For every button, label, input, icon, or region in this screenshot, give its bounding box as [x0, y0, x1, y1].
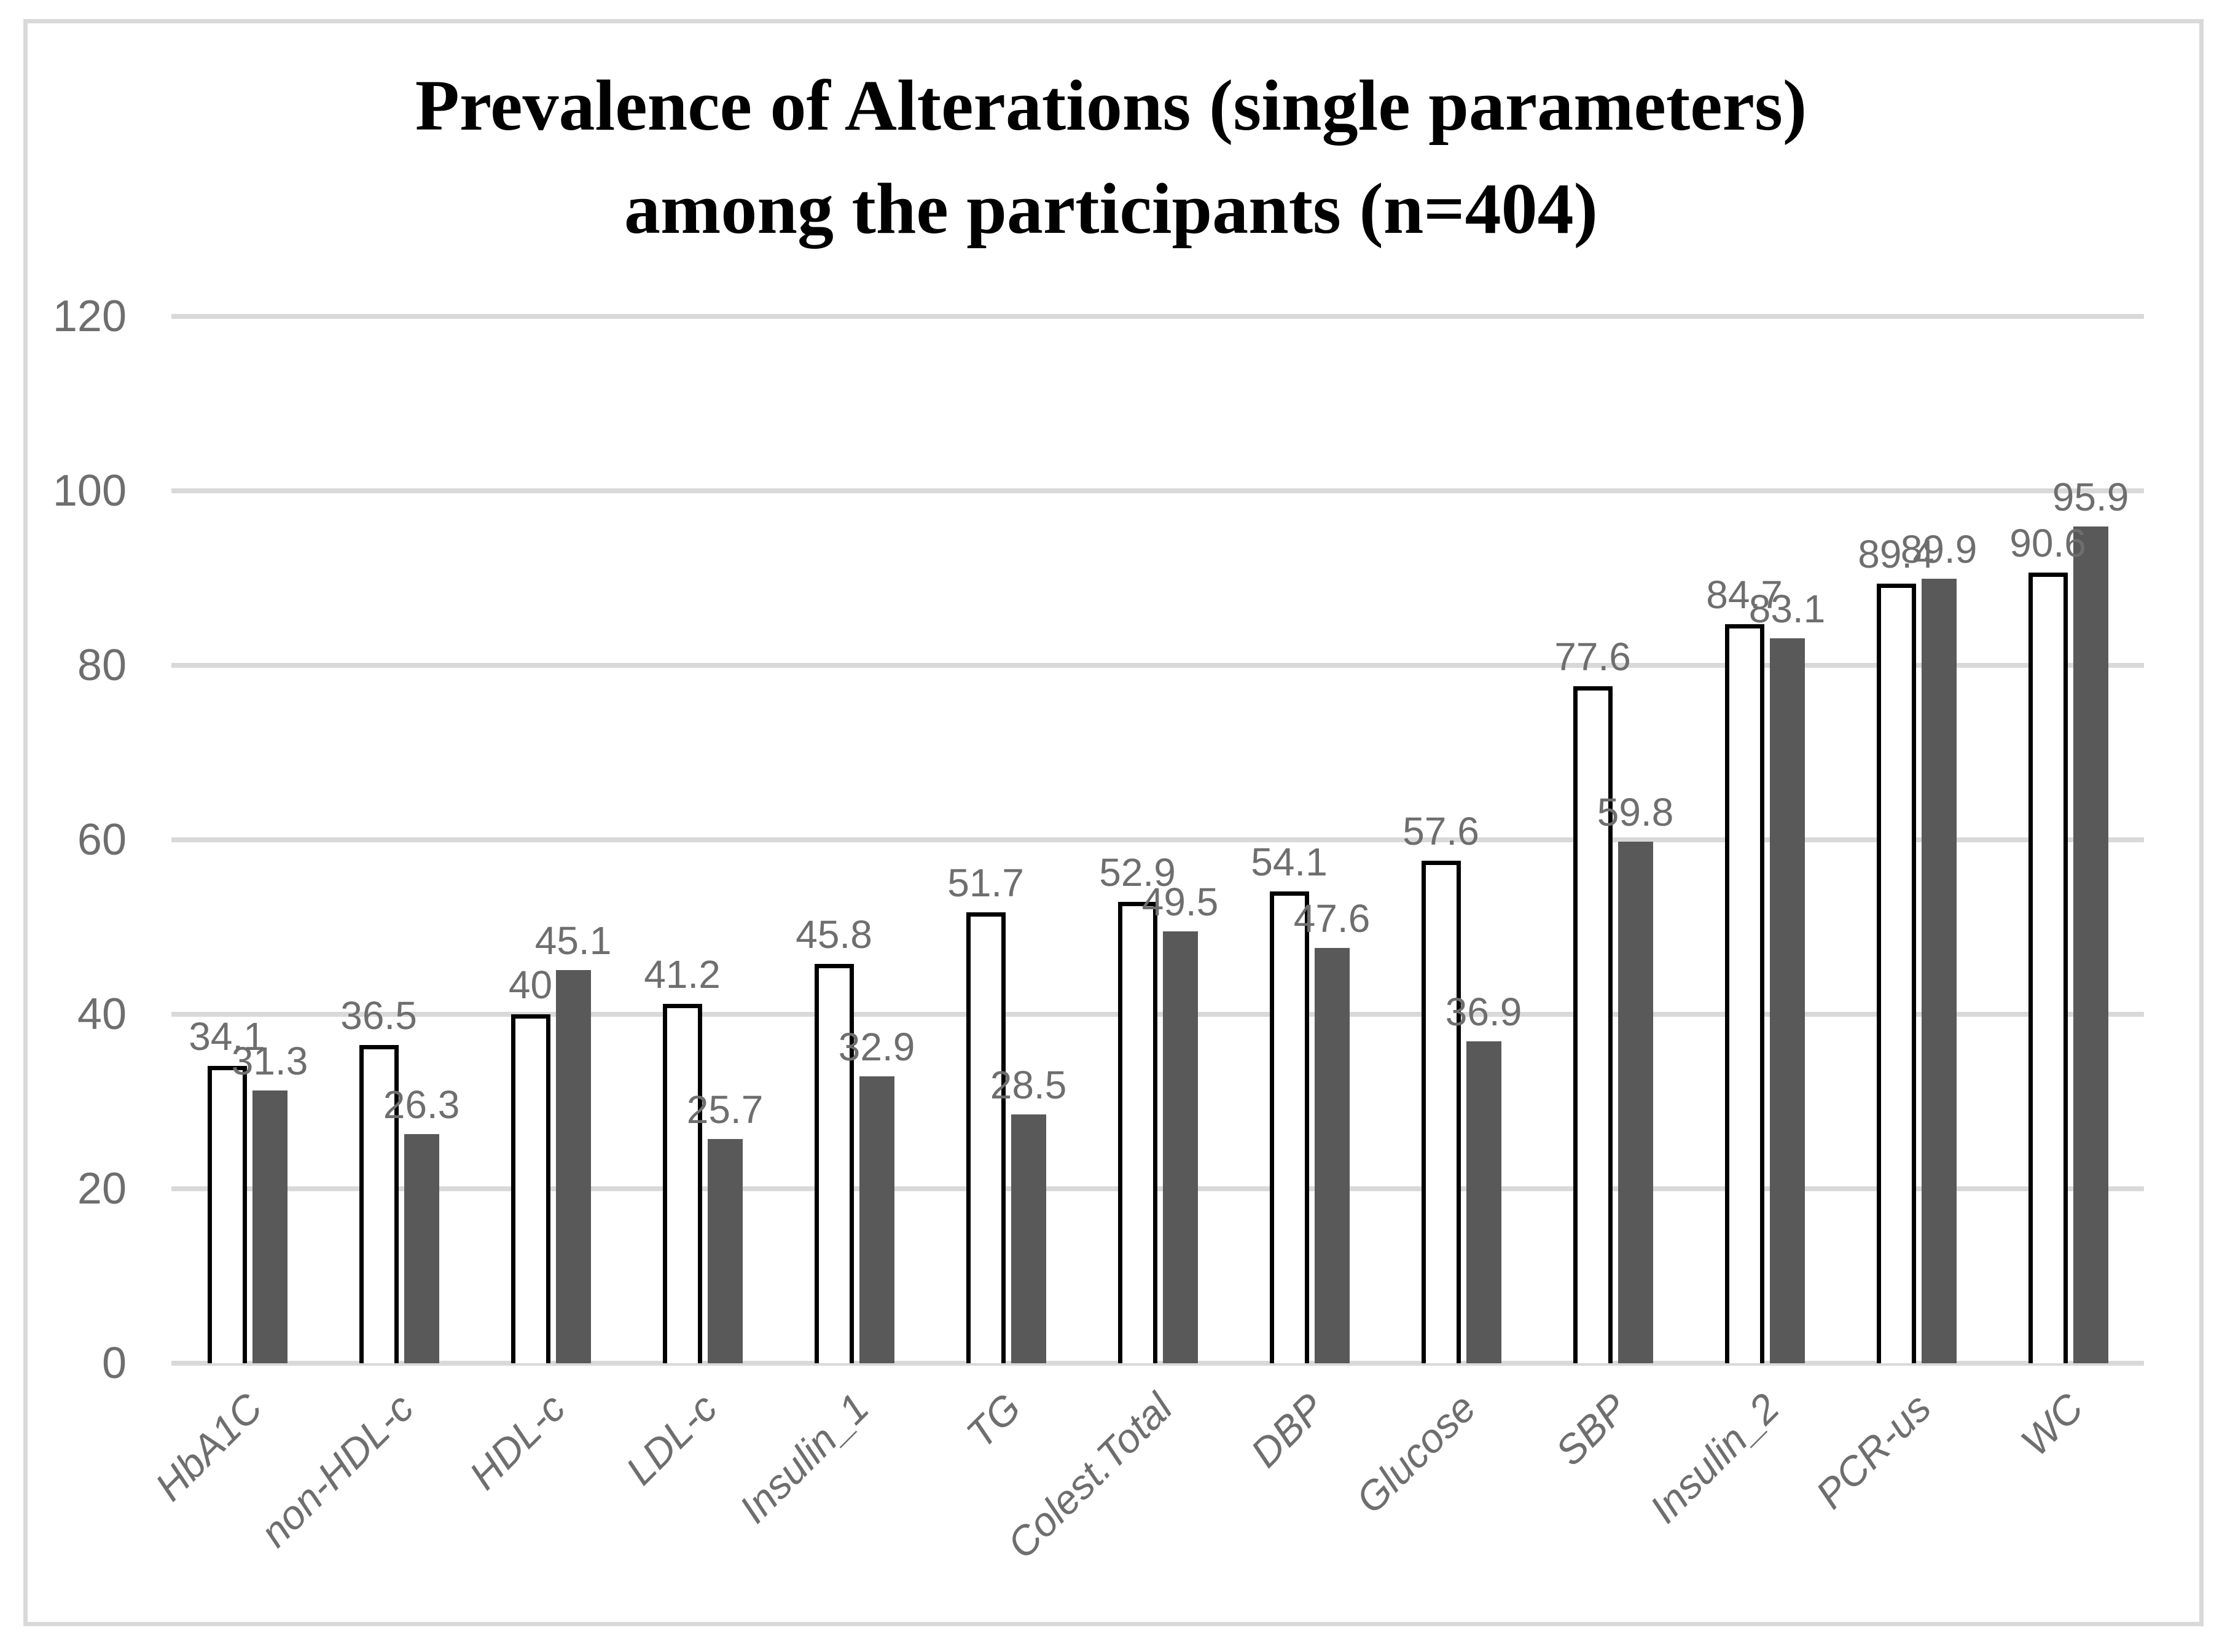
bar-gray-Insulin_1 [859, 1076, 894, 1363]
gridline-y-100 [171, 488, 2144, 493]
bar-outlined-TG [966, 912, 1006, 1363]
data-label-series2-TG: 28.5 [990, 1063, 1067, 1108]
y-tick-label-60: 60 [77, 815, 127, 864]
bar-outlined-Glucose [1421, 861, 1461, 1363]
data-label-series2-LDL-c: 25.7 [686, 1087, 764, 1132]
data-label-series1-Insulin_2: 84.7 [1706, 573, 1783, 617]
data-label-series1-Glucose: 57.6 [1402, 809, 1479, 854]
data-label-series2-Glucose: 36.9 [1445, 990, 1522, 1035]
bar-outlined-DBP [1269, 891, 1309, 1363]
data-label-series1-DBP: 54.1 [1251, 839, 1328, 884]
bar-outlined-Colest.Total [1117, 901, 1157, 1363]
data-label-series2-Colest.Total: 49.5 [1141, 880, 1219, 925]
data-label-series2-non-HDL-c: 26.3 [383, 1082, 460, 1127]
bar-gray-DBP [1314, 948, 1350, 1363]
data-label-series2-Insulin_1: 32.9 [838, 1024, 915, 1069]
gridline-y-60 [171, 837, 2144, 842]
bar-gray-TG [1011, 1114, 1046, 1363]
data-label-series2-HbA1C: 31.3 [231, 1038, 308, 1083]
data-label-series2-Insulin_2: 83.1 [1748, 586, 1826, 631]
gridline-y-120 [171, 314, 2144, 319]
bar-gray-HbA1C [252, 1090, 288, 1363]
bar-gray-HDL-c [555, 969, 591, 1363]
y-tick-label-100: 100 [52, 466, 127, 515]
bar-outlined-WC [2028, 573, 2068, 1363]
bar-gray-WC [2073, 527, 2108, 1363]
data-label-series1-LDL-c: 41.2 [644, 952, 721, 996]
bar-gray-Colest.Total [1162, 931, 1198, 1363]
bar-outlined-Insulin_2 [1724, 624, 1764, 1363]
data-label-series2-HDL-c: 45.1 [534, 918, 612, 963]
bar-outlined-HDL-c [511, 1014, 550, 1363]
data-label-series1-Insulin_1: 45.8 [796, 912, 872, 957]
y-tick-label-40: 40 [77, 990, 127, 1039]
chart-title-line1: Prevalence of Alterations (single parame… [415, 65, 1807, 146]
bar-outlined-Insulin_1 [814, 963, 854, 1363]
bar-gray-Glucose [1466, 1041, 1501, 1363]
bar-outlined-non-HDL-c [359, 1044, 399, 1363]
bar-gray-LDL-c [707, 1139, 743, 1363]
chart-title: Prevalence of Alterations (single parame… [0, 54, 2222, 260]
data-label-series1-WC: 90.6 [2009, 521, 2086, 566]
data-label-series1-SBP: 77.6 [1554, 635, 1631, 679]
data-label-series2-WC: 95.9 [2052, 475, 2129, 520]
bar-gray-PCR-us [1921, 579, 1957, 1363]
data-label-series2-SBP: 59.8 [1597, 789, 1674, 834]
gridline-y-20 [171, 1186, 2144, 1191]
bar-gray-Insulin_2 [1769, 638, 1805, 1363]
data-label-series2-DBP: 47.6 [1293, 896, 1371, 941]
data-label-series1-HbA1C: 34.1 [189, 1014, 265, 1059]
gridline-y-80 [171, 663, 2144, 668]
plot-area: 34.1 31.3 36.5 26.3 40 45.1 41.2 25.7 45.8 32.9 51… [171, 314, 2144, 1366]
bar-outlined-HbA1C [207, 1065, 247, 1363]
y-tick-label-20: 20 [77, 1164, 127, 1213]
bar-outlined-PCR-us [1876, 583, 1916, 1363]
gridline-y-40 [171, 1012, 2144, 1017]
bar-outlined-SBP [1573, 686, 1613, 1363]
y-tick-label-80: 80 [77, 641, 127, 690]
data-label-series1-TG: 51.7 [947, 860, 1024, 905]
bar-gray-non-HDL-c [404, 1133, 439, 1363]
data-label-series1-HDL-c: 40 [508, 963, 553, 1007]
data-label-series1-non-HDL-c: 36.5 [340, 993, 417, 1038]
y-tick-label-120: 120 [52, 292, 127, 341]
data-label-series2-PCR-us: 89.9 [1900, 527, 1978, 572]
data-label-series1-PCR-us: 89.4 [1858, 531, 1934, 576]
bar-gray-SBP [1618, 841, 1653, 1363]
data-label-series1-Colest.Total: 52.9 [1099, 850, 1176, 895]
gridline-y-0 [171, 1361, 2144, 1366]
bar-outlined-LDL-c [662, 1003, 702, 1363]
chart-title-line2: among the participants (n=404) [624, 168, 1598, 249]
y-tick-label-0: 0 [101, 1339, 127, 1388]
